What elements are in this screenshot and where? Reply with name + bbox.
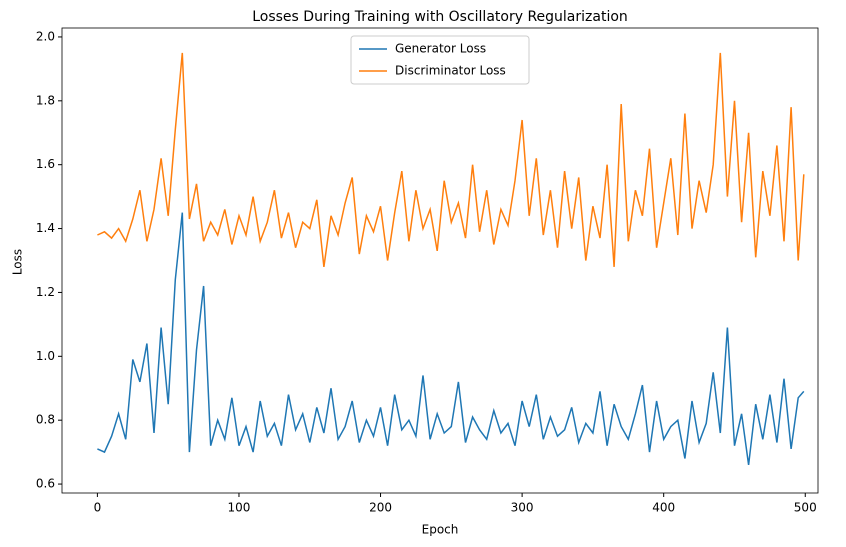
y-tick-label: 0.6 bbox=[36, 477, 55, 491]
y-tick-label: 1.4 bbox=[36, 221, 55, 235]
series-line bbox=[97, 52, 805, 268]
y-tick-label: 2.0 bbox=[36, 29, 55, 43]
y-tick-label: 1.6 bbox=[36, 157, 55, 171]
legend-label: Generator Loss bbox=[395, 42, 486, 56]
legend-box bbox=[350, 35, 530, 85]
y-tick-label: 1.0 bbox=[36, 349, 55, 363]
x-tick-label: 200 bbox=[369, 501, 392, 515]
y-axis-label: Loss bbox=[11, 249, 25, 275]
legend-label: Discriminator Loss bbox=[395, 64, 506, 78]
y-tick-label: 0.8 bbox=[36, 413, 55, 427]
x-tick-label: 0 bbox=[94, 501, 102, 515]
y-tick-label: 1.2 bbox=[36, 285, 55, 299]
x-axis-label: Epoch bbox=[422, 523, 459, 537]
x-tick-label: 400 bbox=[652, 501, 675, 515]
x-tick-label: 500 bbox=[794, 501, 817, 515]
series-line bbox=[97, 212, 805, 466]
chart-title: Losses During Training with Oscillatory … bbox=[252, 9, 628, 25]
x-tick-label: 300 bbox=[511, 501, 534, 515]
plot-frame bbox=[61, 27, 819, 494]
x-tick-label: 100 bbox=[228, 501, 251, 515]
y-tick-label: 1.8 bbox=[36, 93, 55, 107]
